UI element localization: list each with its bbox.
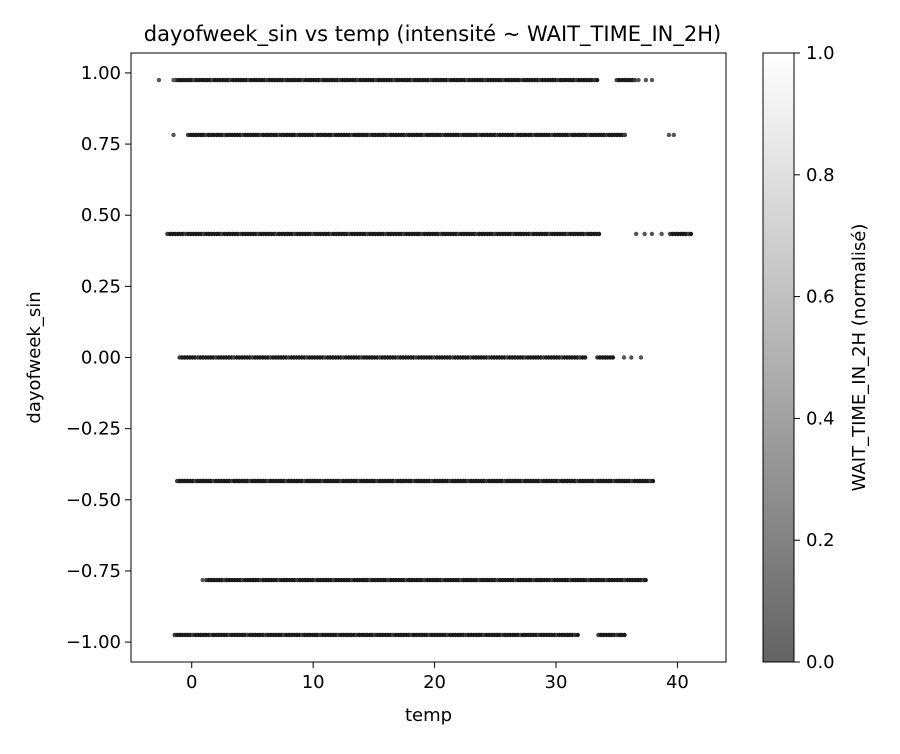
x-tick-label: 20 bbox=[423, 672, 446, 693]
colorbar-tick-label: 0.8 bbox=[806, 165, 835, 186]
colorbar-label: WAIT_TIME_IN_2H (normalisé) bbox=[849, 224, 870, 492]
y-axis: 1.00 0.75 0.50 0.25 0.00 −0.25 −0.50 −0.75 −1.00 bbox=[66, 63, 131, 653]
y-tick-label: 0.50 bbox=[81, 205, 121, 226]
scatter-point bbox=[638, 355, 644, 360]
scatter-point bbox=[582, 355, 588, 360]
scatter-point bbox=[666, 132, 672, 138]
scatter-point bbox=[596, 231, 602, 237]
colorbar-tick-label: 0.6 bbox=[806, 287, 835, 308]
scatter-point bbox=[622, 132, 628, 138]
points-layer bbox=[156, 77, 694, 638]
scatter-point bbox=[643, 77, 649, 83]
scatter-point bbox=[200, 577, 205, 583]
scatter-point bbox=[622, 632, 627, 638]
y-axis-label: dayofweek_sin bbox=[24, 291, 45, 423]
scatter-point bbox=[632, 77, 638, 83]
y-tick-label: 0.25 bbox=[81, 276, 121, 297]
scatter-point bbox=[171, 77, 176, 83]
colorbar-tick-label: 0.2 bbox=[806, 530, 835, 551]
scatter-point bbox=[171, 132, 176, 138]
scatter-point bbox=[621, 355, 627, 360]
scatter-point bbox=[575, 632, 580, 638]
y-tick-label: 0.00 bbox=[81, 348, 121, 369]
scatter-point bbox=[610, 355, 616, 360]
scatter-point bbox=[642, 231, 647, 237]
scatter-point bbox=[688, 231, 694, 237]
scatter-point bbox=[633, 231, 639, 237]
scatter-point bbox=[649, 231, 655, 237]
scatter-point bbox=[659, 231, 664, 237]
x-axis-label: temp bbox=[405, 705, 452, 726]
scatter-point bbox=[156, 77, 162, 83]
colorbar-axis: 0.0 0.2 0.4 0.6 0.8 1.0 bbox=[794, 43, 835, 673]
scatter-point bbox=[671, 132, 676, 138]
y-tick-label: 0.75 bbox=[81, 134, 121, 155]
chart-title: dayofweek_sin vs temp (intensité ~ WAIT_… bbox=[144, 22, 721, 47]
scatter-point bbox=[594, 77, 600, 83]
scatter-point bbox=[643, 577, 648, 583]
y-tick-label: −1.00 bbox=[66, 632, 121, 653]
colorbar bbox=[762, 52, 795, 663]
y-tick-label: −0.75 bbox=[66, 561, 121, 582]
colorbar-tick-label: 0.0 bbox=[806, 652, 835, 673]
scatter-point bbox=[636, 77, 641, 83]
scatter-point bbox=[650, 478, 656, 484]
scatter-point bbox=[629, 355, 634, 360]
y-tick-label: −0.50 bbox=[66, 490, 121, 511]
x-tick-label: 30 bbox=[545, 672, 568, 693]
x-axis: 0 10 20 30 40 bbox=[186, 662, 689, 693]
colorbar-tick-label: 1.0 bbox=[806, 43, 835, 64]
x-tick-label: 40 bbox=[666, 672, 689, 693]
x-tick-label: 0 bbox=[186, 672, 197, 693]
scatter-point bbox=[649, 77, 655, 83]
colorbar-tick-label: 0.4 bbox=[806, 408, 835, 429]
x-tick-label: 10 bbox=[302, 672, 325, 693]
y-tick-label: −0.25 bbox=[66, 419, 121, 440]
y-tick-label: 1.00 bbox=[81, 63, 121, 84]
